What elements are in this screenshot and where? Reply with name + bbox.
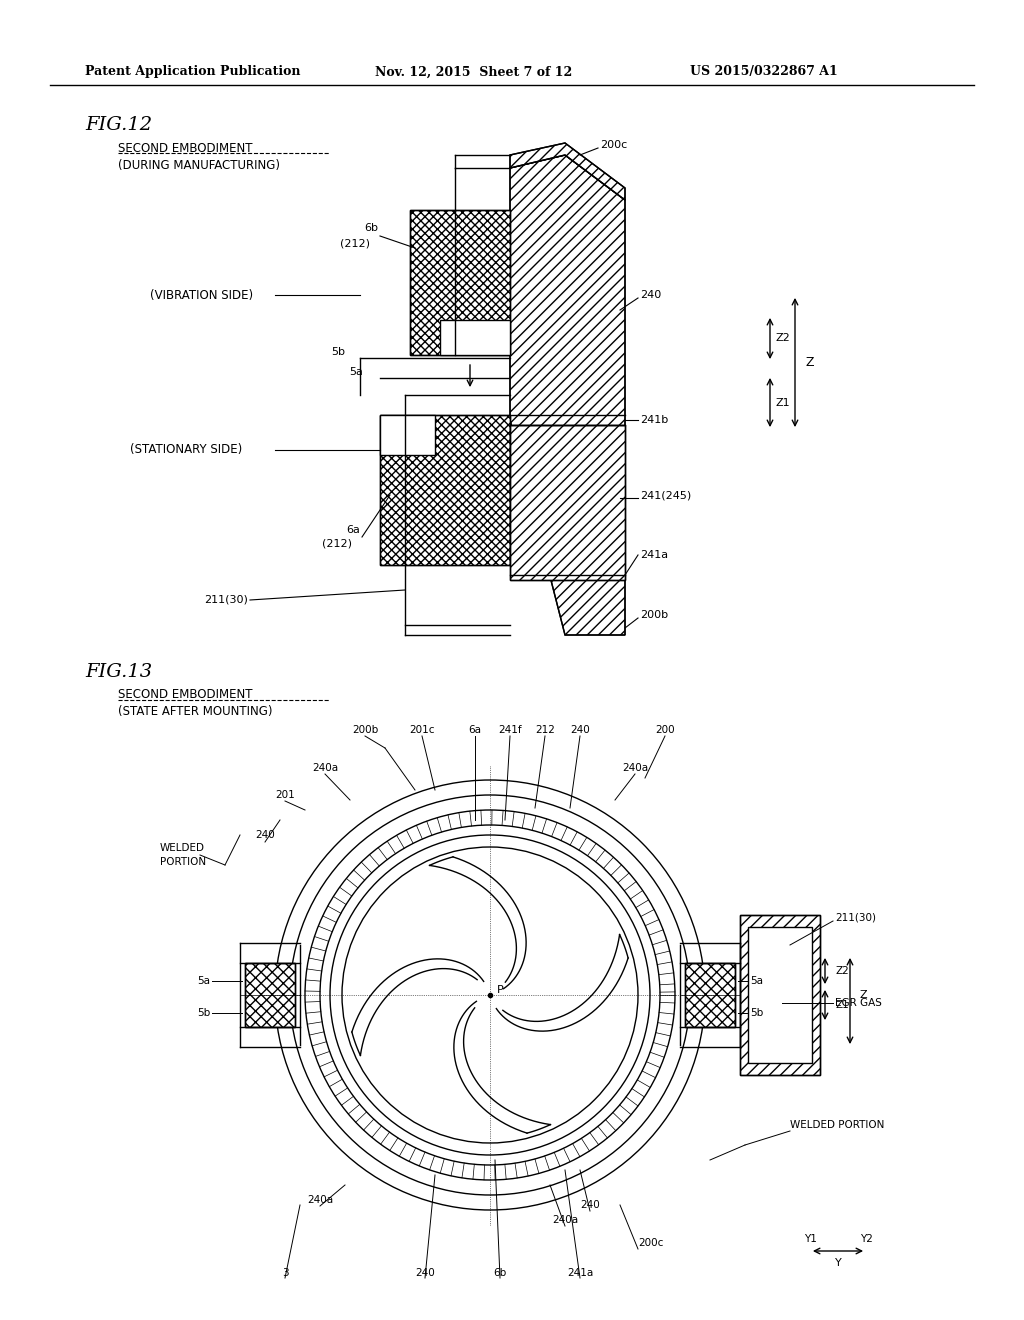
Text: 240: 240 bbox=[640, 290, 662, 300]
Text: PORTION: PORTION bbox=[160, 857, 206, 867]
Text: 200b: 200b bbox=[352, 725, 378, 735]
Text: US 2015/0322867 A1: US 2015/0322867 A1 bbox=[690, 66, 838, 78]
Polygon shape bbox=[510, 425, 625, 579]
Text: 201c: 201c bbox=[410, 725, 435, 735]
Text: 241a: 241a bbox=[640, 550, 668, 560]
Bar bbox=[245, 964, 295, 1027]
Bar bbox=[740, 915, 820, 1074]
Text: 241f: 241f bbox=[499, 725, 522, 735]
Circle shape bbox=[330, 836, 650, 1155]
Circle shape bbox=[319, 825, 660, 1166]
Text: (STATIONARY SIDE): (STATIONARY SIDE) bbox=[130, 444, 243, 457]
Text: 240a: 240a bbox=[307, 1195, 333, 1205]
Text: Z2: Z2 bbox=[775, 333, 790, 343]
Text: Z: Z bbox=[860, 990, 867, 1001]
Bar bbox=[685, 964, 735, 1027]
Text: (STATE AFTER MOUNTING): (STATE AFTER MOUNTING) bbox=[118, 705, 272, 718]
Text: Y2: Y2 bbox=[859, 1234, 872, 1243]
Text: FIG.12: FIG.12 bbox=[85, 116, 153, 135]
Bar bbox=[740, 915, 820, 1074]
Text: WELDED: WELDED bbox=[160, 843, 205, 853]
Text: Z2: Z2 bbox=[835, 966, 849, 975]
Text: 3: 3 bbox=[282, 1269, 289, 1278]
Text: 200b: 200b bbox=[640, 610, 668, 620]
Text: 200c: 200c bbox=[600, 140, 628, 150]
Text: 240a: 240a bbox=[312, 763, 338, 774]
Bar bbox=[410, 210, 510, 355]
Circle shape bbox=[275, 780, 705, 1210]
Text: 5a: 5a bbox=[197, 975, 210, 986]
Text: 211(30): 211(30) bbox=[204, 595, 248, 605]
Polygon shape bbox=[510, 143, 625, 201]
Text: 6a: 6a bbox=[346, 525, 360, 535]
Text: Z: Z bbox=[805, 355, 813, 368]
Text: 5a: 5a bbox=[750, 975, 763, 986]
Circle shape bbox=[342, 847, 638, 1143]
Text: 240: 240 bbox=[570, 725, 590, 735]
Text: 5b: 5b bbox=[750, 1008, 763, 1018]
Text: 201: 201 bbox=[275, 789, 295, 800]
Bar bbox=[748, 927, 812, 1063]
Bar bbox=[380, 414, 435, 455]
Bar bbox=[410, 210, 510, 355]
Text: 240: 240 bbox=[415, 1269, 435, 1278]
Bar bbox=[685, 964, 735, 1027]
Text: WELDED PORTION: WELDED PORTION bbox=[790, 1119, 885, 1130]
Text: (DURING MANUFACTURING): (DURING MANUFACTURING) bbox=[118, 158, 280, 172]
Bar bbox=[245, 964, 295, 1027]
Text: Patent Application Publication: Patent Application Publication bbox=[85, 66, 300, 78]
Text: 5a: 5a bbox=[349, 367, 362, 378]
Text: 240: 240 bbox=[255, 830, 274, 840]
Text: FIG.13: FIG.13 bbox=[85, 663, 153, 681]
Text: Nov. 12, 2015  Sheet 7 of 12: Nov. 12, 2015 Sheet 7 of 12 bbox=[375, 66, 572, 78]
Text: P: P bbox=[497, 985, 504, 995]
Bar bbox=[440, 319, 510, 355]
Text: 240: 240 bbox=[581, 1200, 600, 1210]
Text: Z1: Z1 bbox=[775, 399, 790, 408]
Text: 241a: 241a bbox=[567, 1269, 593, 1278]
Text: 200c: 200c bbox=[638, 1238, 664, 1247]
Text: SECOND EMBODIMENT: SECOND EMBODIMENT bbox=[118, 689, 253, 701]
Text: (212): (212) bbox=[322, 539, 352, 549]
Text: 241(245): 241(245) bbox=[640, 490, 691, 500]
Text: 211(30): 211(30) bbox=[835, 912, 876, 921]
Circle shape bbox=[305, 810, 675, 1180]
Text: 5b: 5b bbox=[197, 1008, 210, 1018]
Text: 212: 212 bbox=[536, 725, 555, 735]
Text: 6b: 6b bbox=[494, 1269, 507, 1278]
Text: (VIBRATION SIDE): (VIBRATION SIDE) bbox=[150, 289, 253, 301]
Text: 5b: 5b bbox=[331, 347, 345, 356]
Text: (212): (212) bbox=[340, 238, 370, 248]
Text: Z1: Z1 bbox=[835, 1001, 849, 1010]
Text: 240a: 240a bbox=[552, 1214, 579, 1225]
Text: 240a: 240a bbox=[622, 763, 648, 774]
Text: Y: Y bbox=[835, 1258, 842, 1269]
Text: 6b: 6b bbox=[364, 223, 378, 234]
Text: 6a: 6a bbox=[469, 725, 481, 735]
Text: 241b: 241b bbox=[640, 414, 669, 425]
Bar bbox=[380, 414, 510, 565]
Polygon shape bbox=[510, 154, 625, 635]
Circle shape bbox=[290, 795, 690, 1195]
Text: Y1: Y1 bbox=[804, 1234, 816, 1243]
Bar bbox=[380, 414, 510, 565]
Text: EGR GAS: EGR GAS bbox=[835, 998, 882, 1008]
Text: SECOND EMBODIMENT: SECOND EMBODIMENT bbox=[118, 141, 253, 154]
Text: 200: 200 bbox=[655, 725, 675, 735]
